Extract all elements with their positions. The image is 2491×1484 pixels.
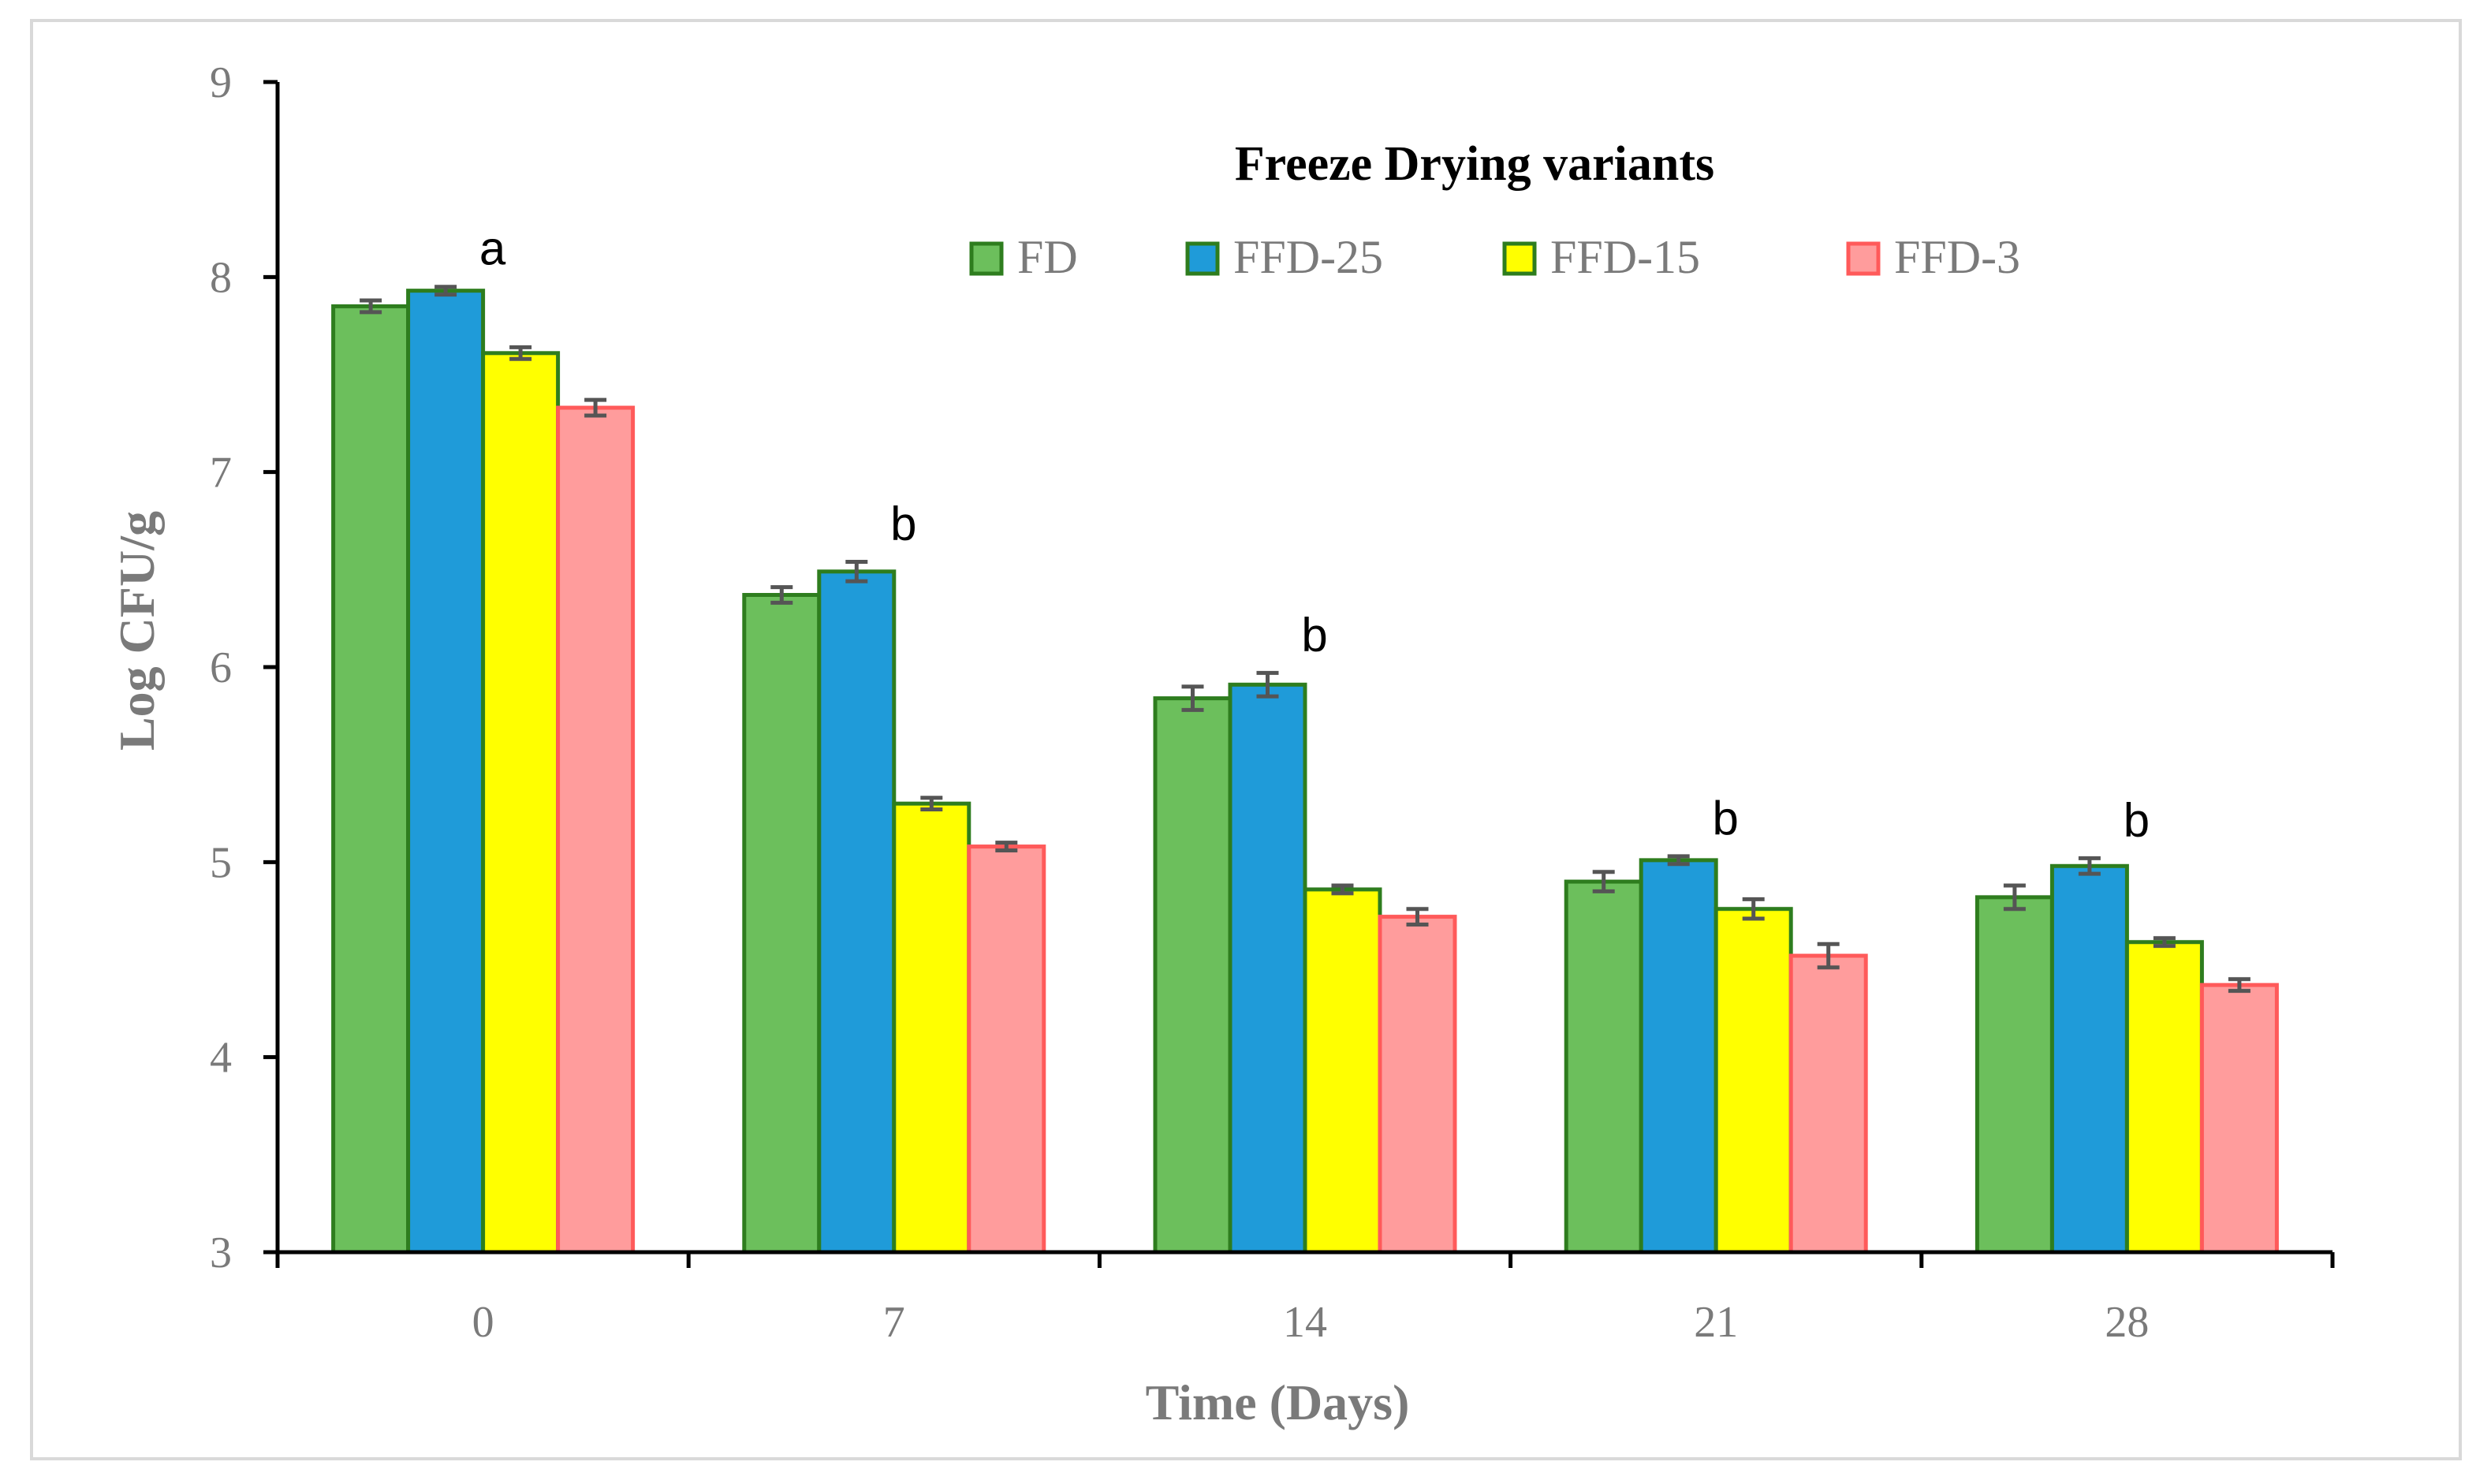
legend-title: Freeze Drying variants — [1235, 137, 1714, 191]
bar-ffd-3-21 — [1788, 953, 1868, 1255]
bar-ffd-3-7 — [967, 845, 1046, 1255]
y-tick-label-7: 7 — [210, 449, 232, 498]
bar-ffd-3-28 — [2199, 982, 2279, 1255]
x-tick-label-28: 28 — [2105, 1298, 2149, 1347]
legend-swatch-ffd-25 — [1185, 241, 1220, 276]
legend: Freeze Drying variants FD FFD-25 FFD-15 FFD… — [969, 137, 2020, 283]
legend-swatch-fd — [969, 241, 1004, 276]
y-tick-label-5: 5 — [210, 838, 232, 887]
bar-fd-0 — [331, 304, 411, 1255]
legend-label-ffd-15: FFD-15 — [1550, 231, 1700, 283]
bar-ffd-3-14 — [1378, 915, 1457, 1255]
x-tick-label-7: 7 — [883, 1298, 905, 1347]
legend-label-ffd-25: FFD-25 — [1233, 231, 1383, 283]
bar-fd-28 — [1975, 895, 2054, 1255]
bar-ffd-15-0 — [481, 351, 561, 1255]
bars-layer — [331, 285, 2279, 1255]
legend-swatch-ffd-15 — [1502, 241, 1537, 276]
bar-ffd-3-0 — [556, 405, 636, 1255]
bar-ffd-15-28 — [2124, 940, 2204, 1255]
x-tick-label-0: 0 — [472, 1298, 494, 1347]
x-axis-title: Time (Days) — [1146, 1374, 1410, 1430]
labels-layer: 3 4 5 6 7 8 9 0 7 14 21 28 a b b b b — [210, 58, 2150, 1347]
legend-swatch-ffd-3 — [1846, 241, 1881, 276]
bar-fd-21 — [1564, 879, 1643, 1255]
y-tick-label-4: 4 — [210, 1034, 232, 1083]
bar-ffd-25-0 — [406, 289, 486, 1255]
bar-ffd-15-7 — [892, 801, 971, 1255]
annotation-21: b — [1713, 792, 1739, 845]
y-tick-label-9: 9 — [210, 58, 232, 107]
bar-ffd-15-14 — [1303, 887, 1382, 1255]
bar-ffd-25-28 — [2049, 863, 2129, 1255]
bar-fd-14 — [1153, 696, 1232, 1255]
y-tick-label-8: 8 — [210, 253, 232, 302]
bar-fd-7 — [742, 592, 822, 1255]
annotation-7: b — [890, 497, 916, 550]
legend-label-fd: FD — [1017, 231, 1078, 283]
y-tick-label-6: 6 — [210, 643, 232, 692]
bar-ffd-25-7 — [817, 569, 897, 1255]
x-tick-label-21: 21 — [1694, 1298, 1738, 1347]
annotation-0: a — [479, 222, 506, 275]
axes-layer — [263, 80, 2335, 1268]
y-tick-label-3: 3 — [210, 1229, 232, 1277]
legend-label-ffd-3: FFD-3 — [1894, 231, 2020, 283]
bar-ffd-15-21 — [1713, 907, 1793, 1255]
x-tick-label-14: 14 — [1283, 1298, 1327, 1347]
bar-ffd-25-21 — [1639, 858, 1718, 1255]
bar-ffd-25-14 — [1228, 682, 1307, 1255]
annotation-28: b — [2124, 793, 2150, 846]
y-axis-title: Log CFU/g — [109, 511, 165, 751]
annotation-14: b — [1301, 608, 1327, 661]
